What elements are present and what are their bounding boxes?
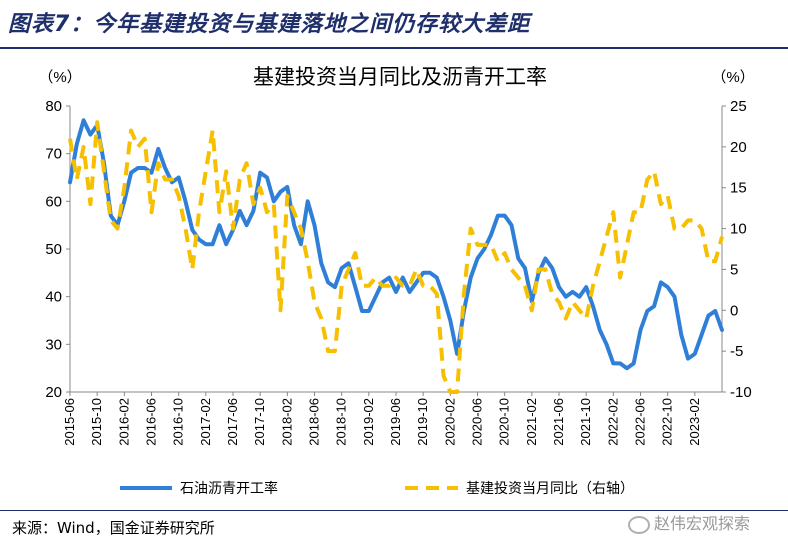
x-tick-label: 2017-06 — [225, 398, 240, 446]
legend: 石油沥青开工率 基建投资当月同比（右轴） — [120, 480, 634, 497]
x-tick-label: 2019-02 — [361, 398, 376, 446]
x-tick-label: 2015-10 — [89, 398, 104, 446]
series-layer — [68, 118, 724, 394]
series-line-infrastructure-investment-yoy — [68, 120, 724, 394]
x-tick-label: 2016-10 — [171, 398, 186, 446]
x-tick-label: 2021-02 — [524, 398, 539, 446]
left-tick-label: 70 — [45, 146, 62, 163]
left-tick-label: 30 — [45, 336, 62, 353]
chart: 基建投资当月同比及沥青开工率 （%） （%） 20304050607080-10… — [38, 65, 754, 497]
right-tick-label: 15 — [730, 180, 747, 197]
wechat-icon — [628, 515, 650, 534]
right-tick-label: 25 — [730, 98, 747, 115]
watermark: 赵伟宏观探索 — [628, 510, 750, 534]
x-tick-label: 2020-06 — [470, 398, 485, 446]
x-tick-label: 2022-02 — [605, 398, 620, 446]
x-tick-label: 2019-10 — [415, 398, 430, 446]
x-tick-label: 2022-10 — [660, 398, 675, 446]
x-tick-label: 2021-06 — [551, 398, 566, 446]
x-tick-label: 2016-06 — [144, 398, 159, 446]
legend-label-asphalt: 石油沥青开工率 — [180, 480, 278, 497]
x-tick-label: 2018-10 — [334, 398, 349, 446]
x-tick-label: 2017-10 — [252, 398, 267, 446]
x-tick-label: 2020-10 — [497, 398, 512, 446]
chart-title: 基建投资当月同比及沥青开工率 — [253, 65, 547, 89]
x-tick-label: 2019-06 — [388, 398, 403, 446]
right-tick-label: -10 — [730, 384, 752, 401]
axes: 20 30 40 50 60 70 80 -10 -5 0 5 10 15 20 25 2015-06 2015… — [45, 98, 751, 446]
right-tick-label: 10 — [730, 221, 747, 238]
x-tick-label: 2020-02 — [442, 398, 457, 446]
source-note: 来源：Wind，国金证券研究所 — [12, 519, 215, 537]
left-axis-unit: （%） — [38, 69, 81, 86]
series-line-asphalt-operating-rate — [68, 118, 724, 371]
x-tick-label: 2022-06 — [633, 398, 648, 446]
legend-label-infrastructure: 基建投资当月同比（右轴） — [466, 480, 634, 497]
left-tick-label: 40 — [45, 289, 62, 306]
figure-title: 图表7：今年基建投资与基建落地之间仍存较大差距 — [8, 12, 531, 37]
left-tick-label: 80 — [45, 98, 62, 115]
left-tick-label: 50 — [45, 241, 62, 258]
right-axis-unit: （%） — [711, 69, 754, 86]
right-tick-label: 0 — [730, 302, 738, 319]
title-rule — [0, 47, 788, 49]
x-tick-label: 2023-02 — [687, 398, 702, 446]
x-tick-label: 2016-02 — [116, 398, 131, 446]
x-tick-label: 2018-02 — [279, 398, 294, 446]
x-tick-label: 2017-02 — [198, 398, 213, 446]
watermark-text: 赵伟宏观探索 — [654, 514, 751, 533]
left-tick-label: 60 — [45, 193, 62, 210]
x-tick-label: 2021-10 — [578, 398, 593, 446]
right-tick-label: -5 — [730, 343, 743, 360]
right-tick-label: 5 — [730, 261, 738, 278]
left-tick-label: 20 — [45, 384, 62, 401]
source-rule — [0, 510, 788, 511]
x-tick-label: 2015-06 — [62, 398, 77, 446]
right-tick-label: 20 — [730, 139, 747, 156]
x-tick-label: 2018-06 — [307, 398, 322, 446]
